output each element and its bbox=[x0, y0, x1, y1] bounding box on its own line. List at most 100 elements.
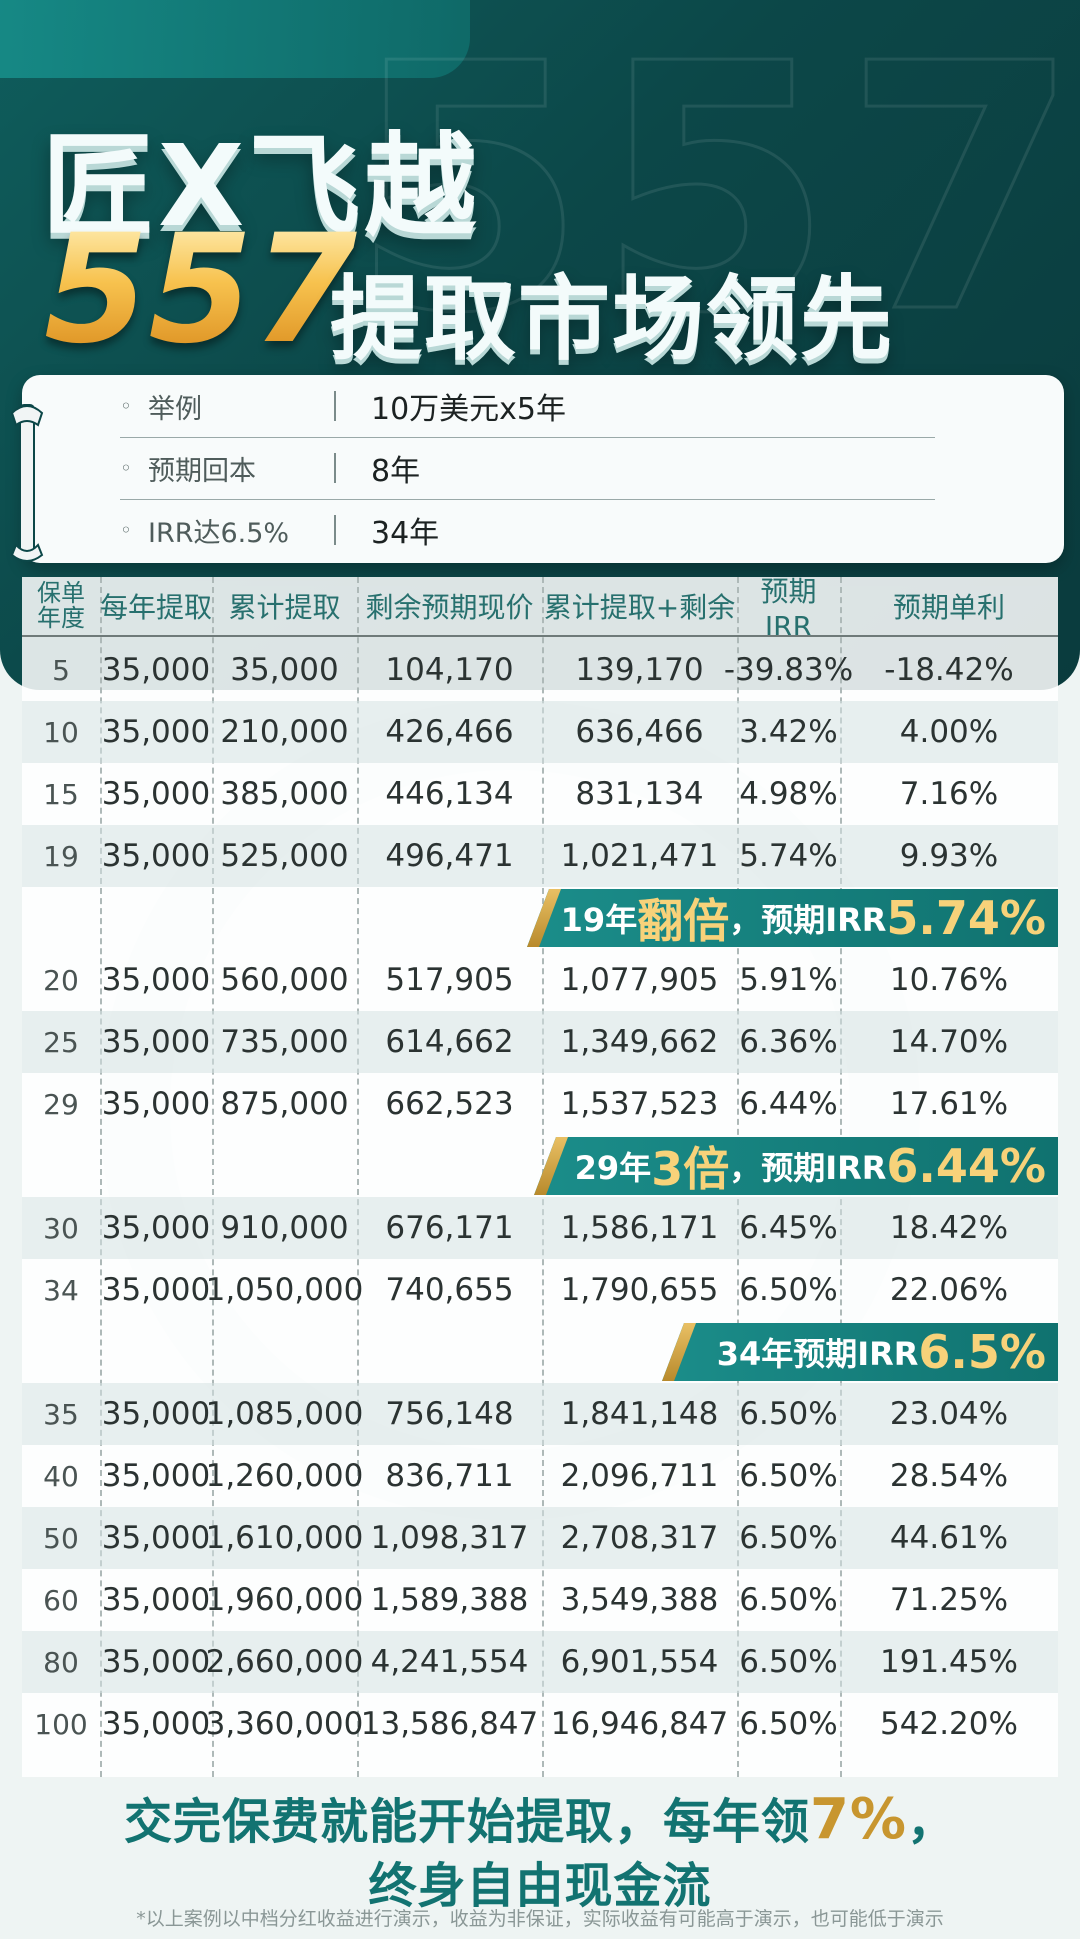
banner-stripe bbox=[534, 1137, 568, 1195]
table-cell: 50 bbox=[43, 1521, 79, 1555]
table-cell: 35,000 bbox=[101, 838, 211, 874]
table-cell: 2,660,000 bbox=[205, 1644, 364, 1680]
table-row: 30 35,000 910,000 676,171 1,586,171 6.45% 18.4… bbox=[22, 1197, 1058, 1259]
table-row: 40 35,000 1,260,000 836,711 2,096,711 6.50% 28… bbox=[22, 1445, 1058, 1507]
table-cell: 34 bbox=[43, 1273, 79, 1307]
table-cell: 2,096,711 bbox=[560, 1458, 719, 1494]
table-cell: 1,537,523 bbox=[560, 1086, 719, 1122]
table-cell: 10.76% bbox=[889, 962, 1009, 998]
table-cell: 191.45% bbox=[880, 1644, 1018, 1680]
table-cell: 17.61% bbox=[889, 1086, 1009, 1122]
table-cell: 40 bbox=[43, 1459, 79, 1493]
table-cell: 35,000 bbox=[101, 1272, 211, 1308]
table-cell: 6.50% bbox=[739, 1582, 838, 1618]
table-cell: 5.74% bbox=[739, 838, 838, 874]
table-cell: 35 bbox=[43, 1397, 79, 1431]
table-cell: 1,098,317 bbox=[370, 1520, 529, 1556]
table-cell: 25 bbox=[43, 1025, 79, 1059]
table-cell: 9.93% bbox=[899, 838, 999, 874]
table-cell: 35,000 bbox=[101, 1210, 211, 1246]
product-number: 557 bbox=[44, 203, 358, 377]
info-separator bbox=[334, 391, 336, 421]
table-cell: 6.50% bbox=[739, 1644, 838, 1680]
table-cell: 35,000 bbox=[101, 1582, 211, 1618]
table-cell: 15 bbox=[43, 777, 79, 811]
info-separator bbox=[334, 453, 336, 483]
column-header: 每年提取 bbox=[100, 591, 213, 624]
table-cell: 210,000 bbox=[220, 714, 349, 750]
info-value: 8年 bbox=[371, 454, 421, 489]
table-cell: -18.42% bbox=[884, 652, 1014, 688]
table-cell: 1,050,000 bbox=[205, 1272, 364, 1308]
table-cell: 35,000 bbox=[101, 1644, 211, 1680]
table-cell: 385,000 bbox=[220, 776, 349, 812]
bullet-icon: ◦ bbox=[120, 394, 132, 418]
table-cell: 7.16% bbox=[899, 776, 999, 812]
disclaimer: *以上案例以中档分红收益进行演示，收益为非保证，实际收益有可能高于演示，也可能低… bbox=[136, 1908, 944, 1930]
column-divider bbox=[212, 577, 214, 1777]
table-cell: 80 bbox=[43, 1645, 79, 1679]
table-row: 60 35,000 1,960,000 1,589,388 3,549,388 6.50%… bbox=[22, 1569, 1058, 1631]
table-cell: 1,960,000 bbox=[205, 1582, 364, 1618]
footer-line1-gold: 7% bbox=[809, 1787, 908, 1852]
banner-stripe bbox=[527, 889, 561, 947]
info-row-irr: ◦ IRR达6.5% 34年 bbox=[120, 499, 935, 561]
table-cell: 14.70% bbox=[889, 1024, 1009, 1060]
footer-line2: 终身自由现金流 bbox=[368, 1858, 712, 1914]
table-cell: 836,711 bbox=[385, 1458, 514, 1494]
table-cell: 560,000 bbox=[220, 962, 349, 998]
table-cell: 831,134 bbox=[575, 776, 704, 812]
table-cell: 16,946,847 bbox=[550, 1706, 729, 1742]
banner-text: 翻倍 bbox=[637, 894, 730, 948]
table-cell: 3,549,388 bbox=[560, 1582, 719, 1618]
table-cell: 1,260,000 bbox=[205, 1458, 364, 1494]
table-row: 25 35,000 735,000 614,662 1,349,662 6.36% 14.7… bbox=[22, 1011, 1058, 1073]
column-header: 保单 年度 bbox=[22, 577, 100, 635]
info-row-example: ◦ 举例 10万美元x5年 bbox=[120, 375, 935, 438]
table-row: 100 35,000 3,360,000 13,586,847 16,946,847 6.… bbox=[22, 1693, 1058, 1755]
column-header-top: 保单 bbox=[37, 578, 85, 607]
table-cell: 6,901,554 bbox=[560, 1644, 719, 1680]
table-cell: 35,000 bbox=[101, 1396, 211, 1432]
table-cell: 5 bbox=[52, 653, 70, 687]
column-header: 剩余预期现价 bbox=[365, 591, 534, 624]
table-cell: 1,841,148 bbox=[560, 1396, 719, 1432]
table-cell: 740,655 bbox=[385, 1272, 514, 1308]
table-cell: 6.44% bbox=[739, 1086, 838, 1122]
info-value: 10万美元x5年 bbox=[371, 392, 567, 427]
table-cell: 1,085,000 bbox=[205, 1396, 364, 1432]
table-cell: 30 bbox=[43, 1211, 79, 1245]
table-cell: 496,471 bbox=[385, 838, 514, 874]
table-cell: 446,134 bbox=[385, 776, 514, 812]
table-cell: 28.54% bbox=[889, 1458, 1009, 1494]
table-row: 34 35,000 1,050,000 740,655 1,790,655 6.50% 22… bbox=[22, 1259, 1058, 1321]
highlight-banner: 19年 翻倍 ，预期IRR 5.74% bbox=[527, 889, 1058, 947]
footer-line1-a: 交完保费就能开始提取，每年领 bbox=[123, 1794, 810, 1850]
table-cell: 525,000 bbox=[220, 838, 349, 874]
table-cell: -39.83% bbox=[723, 652, 854, 688]
table-cell: 35,000 bbox=[101, 1024, 211, 1060]
column-header: 累计提取 bbox=[228, 591, 341, 624]
table-cell: 100 bbox=[34, 1707, 88, 1741]
table-row: 5 35,000 35,000 104,170 139,170 -39.83% -18.42… bbox=[22, 639, 1058, 701]
banner-stripe bbox=[662, 1323, 696, 1381]
table-cell: 6.50% bbox=[739, 1520, 838, 1556]
table-cell: 71.25% bbox=[889, 1582, 1009, 1618]
table-cell: 29 bbox=[43, 1087, 79, 1121]
hero-background-number: 557 bbox=[349, 0, 1080, 388]
table-row: 15 35,000 385,000 446,134 831,134 4.98% 7.16% bbox=[22, 763, 1058, 825]
table-cell: 5.91% bbox=[739, 962, 838, 998]
table-cell: 10 bbox=[43, 715, 79, 749]
table-cell: 6.50% bbox=[739, 1272, 838, 1308]
table-cell: 875,000 bbox=[220, 1086, 349, 1122]
table-cell: 676,171 bbox=[385, 1210, 514, 1246]
column-header: 预期单利 bbox=[892, 591, 1005, 624]
table-cell: 636,466 bbox=[575, 714, 704, 750]
info-row-breakeven: ◦ 预期回本 8年 bbox=[120, 437, 935, 500]
table-cell: 35,000 bbox=[101, 776, 211, 812]
table-cell: 1,790,655 bbox=[560, 1272, 719, 1308]
table-cell: 735,000 bbox=[220, 1024, 349, 1060]
footer-line1-b: ， bbox=[907, 1794, 957, 1850]
column-divider bbox=[100, 577, 102, 1777]
table-cell: 4.00% bbox=[899, 714, 999, 750]
